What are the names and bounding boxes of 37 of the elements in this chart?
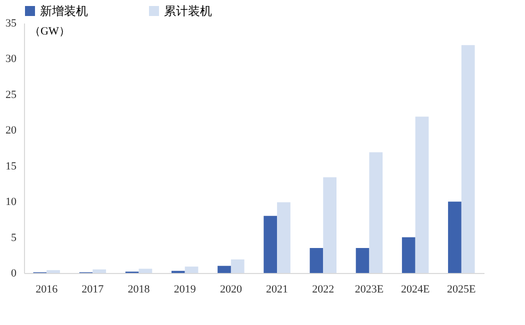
y-tick-label: 35: [6, 18, 17, 30]
bar: [415, 116, 429, 273]
bar: [369, 152, 383, 273]
x-tick-label: 2020: [220, 284, 242, 296]
bar: [323, 177, 337, 273]
bar: [264, 216, 278, 273]
bar: [92, 269, 106, 273]
x-tick-label: 2021: [266, 284, 288, 296]
y-tick-label: 30: [6, 53, 17, 66]
y-tick-label: 25: [6, 88, 17, 101]
x-tick-label: 2025E: [447, 284, 476, 296]
x-tick-label: 2017: [82, 284, 104, 296]
y-tick-label: 10: [6, 196, 17, 208]
x-tick-label: 2023E: [354, 284, 384, 296]
bar: [310, 248, 324, 273]
legend-label: 新增装机: [40, 4, 88, 18]
bar: [46, 270, 60, 273]
legend-label: 累计装机: [164, 4, 212, 18]
bar: [402, 237, 416, 273]
x-tick-label: 2018: [128, 284, 150, 296]
bar: [184, 266, 198, 273]
bar: [277, 202, 290, 273]
y-tick-label: 15: [6, 160, 17, 172]
bar: [448, 202, 462, 273]
y-axis-title: （GW）: [30, 26, 70, 38]
x-tick-label: 2022: [312, 284, 334, 296]
y-tick-label: 0: [11, 268, 17, 280]
bar: [461, 45, 475, 273]
x-tick-label: 2016: [36, 284, 58, 296]
y-tick-label: 20: [6, 124, 17, 137]
x-tick-label: 2024E: [400, 284, 430, 296]
x-tick-label: 2019: [174, 284, 196, 296]
y-tick-label: 5: [11, 232, 17, 244]
bar: [218, 266, 231, 273]
bar: [356, 248, 370, 273]
bar: [230, 259, 244, 273]
bar: [138, 268, 152, 273]
